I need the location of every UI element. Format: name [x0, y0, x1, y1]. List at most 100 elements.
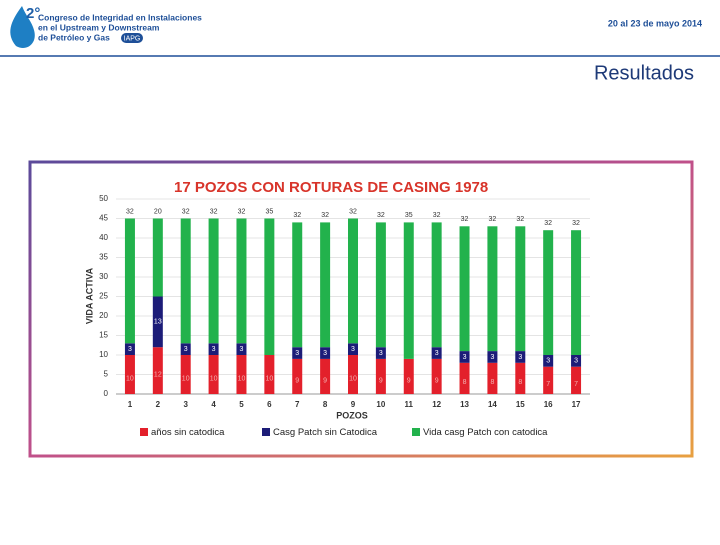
y-tick-label: 10	[99, 350, 108, 359]
data-label: 35	[265, 208, 273, 215]
bar-segment	[375, 222, 386, 348]
bar-segment	[180, 355, 191, 394]
bar-segment	[403, 222, 414, 359]
data-label: 3	[351, 346, 355, 353]
x-tick-label: 8	[323, 400, 328, 409]
y-axis-label: VIDA ACTIVA	[84, 267, 94, 324]
x-tick-label: 10	[376, 400, 385, 409]
x-tick-label: 17	[572, 400, 581, 409]
bar-segment	[124, 355, 135, 394]
chart: 17 POZOS CON ROTURAS DE CASING 1978 VIDA…	[84, 179, 590, 438]
data-label: 32	[210, 208, 218, 215]
bar-segment	[292, 222, 303, 348]
data-label: 3	[212, 346, 216, 353]
data-label: 32	[489, 216, 497, 223]
data-label: 32	[516, 216, 524, 223]
data-label: 7	[546, 381, 550, 388]
bar-segment	[292, 358, 303, 394]
y-tick-label: 40	[99, 233, 108, 242]
bar-segment	[487, 362, 498, 394]
data-label: 3	[463, 354, 467, 361]
org: IAPG	[124, 35, 141, 42]
bar-segment	[264, 218, 275, 355]
bar-segment	[515, 362, 526, 394]
legend-label: Vida casg Patch con catodica	[423, 427, 548, 438]
y-tick-label: 50	[99, 194, 108, 203]
bar-segment	[403, 358, 414, 394]
data-label: 7	[574, 381, 578, 388]
legend-label: años sin catodica	[151, 427, 225, 438]
y-tick-label: 45	[99, 214, 108, 223]
x-tick-label: 12	[432, 400, 441, 409]
bar-segment	[571, 355, 582, 367]
data-label: 32	[544, 220, 552, 227]
x-tick-label: 5	[239, 400, 244, 409]
data-label: 20	[154, 208, 162, 215]
data-label: 32	[182, 208, 190, 215]
congress-line: de Petróleo y Gas	[38, 32, 110, 42]
data-label: 35	[405, 212, 413, 219]
bar-segment	[320, 347, 331, 359]
bar-segment	[487, 351, 498, 363]
bar-segment	[571, 230, 582, 355]
x-axis-label: POZOS	[336, 410, 368, 420]
data-label: 3	[184, 346, 188, 353]
x-tick-label: 13	[460, 400, 469, 409]
y-tick-label: 15	[99, 331, 108, 340]
bar-segment	[208, 355, 219, 394]
x-tick-label: 9	[351, 400, 356, 409]
x-tick-label: 15	[516, 400, 525, 409]
data-label: 9	[323, 377, 327, 384]
data-label: 12	[154, 371, 162, 378]
data-label: 8	[463, 379, 467, 386]
data-label: 10	[349, 375, 357, 382]
data-label: 32	[293, 212, 301, 219]
y-tick-label: 30	[99, 272, 108, 281]
data-label: 3	[574, 358, 578, 365]
data-label: 10	[182, 375, 190, 382]
bar-segment	[264, 355, 275, 394]
data-label: 10	[126, 375, 134, 382]
bar-segment	[543, 230, 554, 355]
data-label: 10	[265, 375, 273, 382]
y-tick-label: 0	[104, 389, 109, 398]
x-tick-label: 2	[156, 400, 161, 409]
data-label: 3	[323, 350, 327, 357]
chart-frame	[28, 160, 694, 458]
bar-segment	[236, 355, 247, 394]
legend-swatch	[140, 428, 148, 436]
bar-segment	[320, 222, 331, 348]
data-label: 32	[238, 208, 246, 215]
y-tick-label: 35	[99, 253, 108, 262]
y-tick-label: 25	[99, 292, 108, 301]
data-label: 32	[126, 208, 134, 215]
data-label: 32	[349, 208, 357, 215]
data-label: 3	[546, 358, 550, 365]
bar-segment	[180, 218, 191, 344]
legend-swatch	[262, 428, 270, 436]
data-label: 10	[210, 375, 218, 382]
bar-segment	[459, 362, 470, 394]
data-label: 3	[240, 346, 244, 353]
bar-segment	[375, 358, 386, 394]
bar-segment	[431, 222, 442, 348]
data-label: 3	[435, 350, 439, 357]
data-label: 3	[518, 354, 522, 361]
bar-segment	[459, 226, 470, 352]
bar-segment	[515, 351, 526, 363]
bar-segment	[487, 226, 498, 352]
bar-segment	[348, 355, 358, 394]
data-label: 8	[490, 379, 494, 386]
bar-segment	[292, 347, 303, 359]
y-tick-label: 20	[99, 311, 108, 320]
legend-swatch	[412, 428, 420, 436]
bar-segment	[152, 296, 163, 348]
data-label: 32	[461, 216, 469, 223]
congress-line: en el Upstream y Downstream	[38, 22, 160, 32]
data-label: 9	[435, 377, 439, 384]
dates: 20 al 23 de mayo 2014	[608, 18, 702, 28]
bar-segment	[543, 355, 554, 367]
data-label: 3	[490, 354, 494, 361]
bar-segment	[208, 343, 219, 355]
